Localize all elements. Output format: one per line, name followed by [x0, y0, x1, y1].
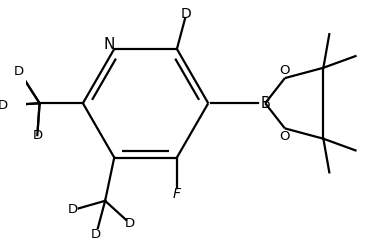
Text: B: B [260, 96, 270, 111]
Text: F: F [173, 187, 181, 201]
Text: N: N [104, 37, 115, 52]
Text: D: D [125, 217, 135, 230]
Text: D: D [68, 203, 78, 216]
Text: O: O [280, 130, 290, 143]
Text: D: D [181, 7, 192, 21]
Text: D: D [32, 129, 42, 142]
Text: D: D [0, 99, 8, 112]
Text: O: O [280, 64, 290, 77]
Text: D: D [91, 228, 101, 241]
Text: D: D [14, 65, 24, 78]
